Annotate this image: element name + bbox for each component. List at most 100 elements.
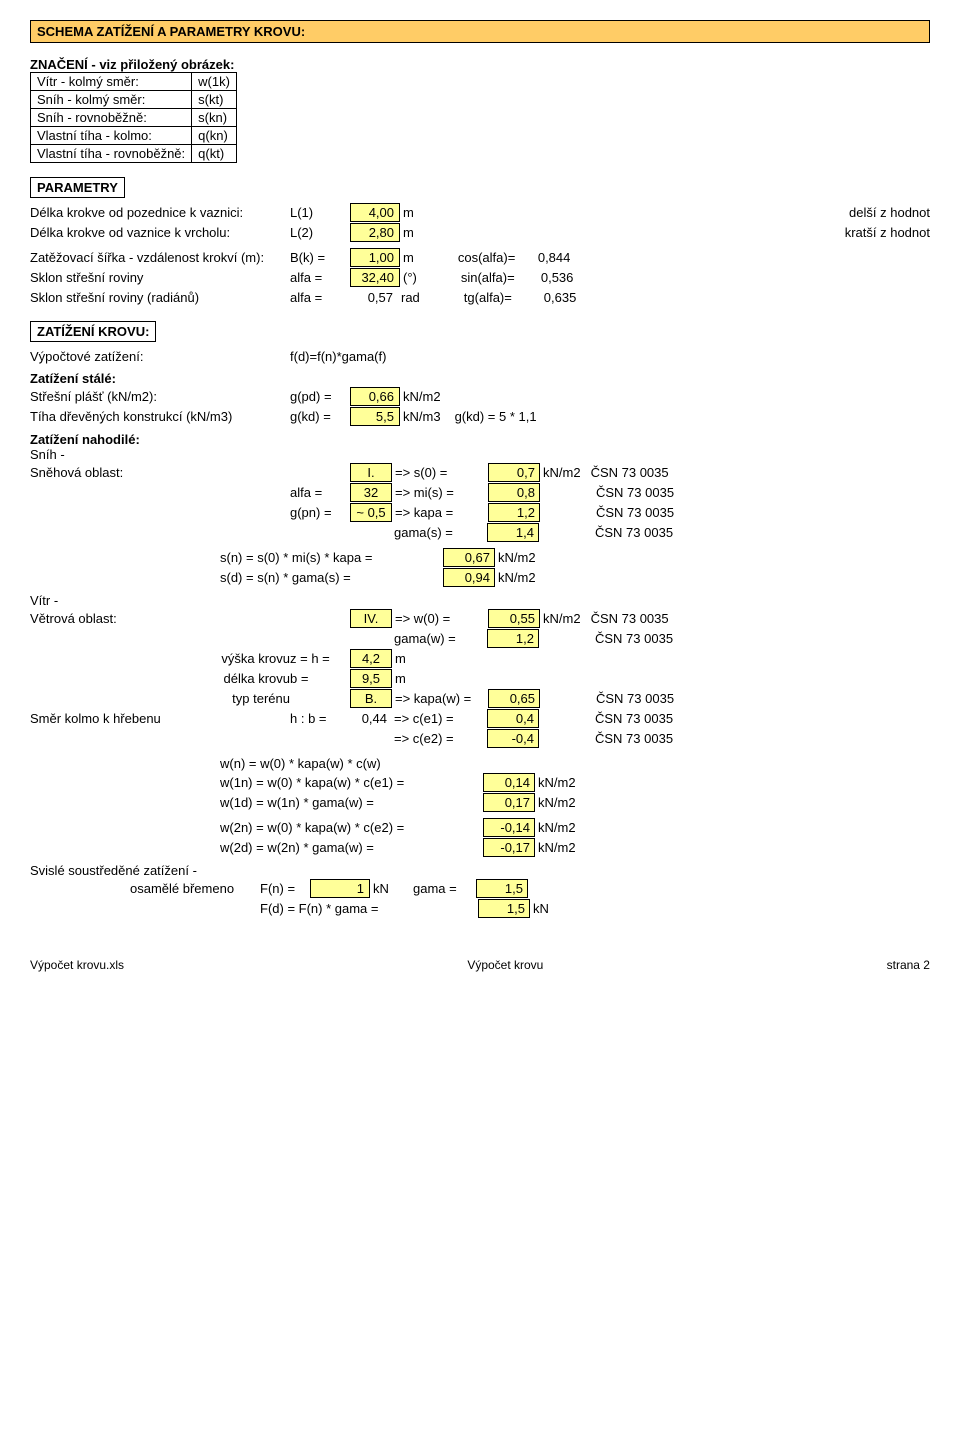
page-title: SCHEMA ZATÍŽENÍ A PARAMETRY KROVU: [30,20,930,43]
footer-center: Výpočet krovu [467,958,543,972]
sn-formula: s(n) = s(0) * mi(s) * kapa = [220,550,440,565]
snih-s0: => s(0) = [395,465,485,480]
param-sym: L(2) [290,225,350,240]
alfa-label: alfa = [290,485,350,500]
vitr-label: Vítr - [30,593,930,608]
vitr-row: typ terénu B. => kapa(w) = 0,65 ČSN 73 0… [30,689,930,708]
csn-ref: ČSN 73 0035 [595,731,673,746]
sn-row: s(n) = s(0) * mi(s) * kapa = 0,67 kN/m2 [30,548,930,567]
delka-label: délka krovu [170,671,290,686]
param-note: kratší z hodnot [845,225,930,240]
param-value[interactable]: 4,00 [350,203,400,222]
sd-unit: kN/m2 [498,570,536,585]
param-unit: m [403,205,414,220]
svisle-row: F(d) = F(n) * gama = 1,5 kN [30,899,930,918]
stale-val[interactable]: 5,5 [350,407,400,426]
vyska-label: výška krovu [170,651,290,666]
w0-val: 0,55 [488,609,540,628]
csn-ref: ČSN 73 0035 [591,465,669,480]
ce2-val: -0,4 [487,729,539,748]
w2n-val: -0,14 [483,818,535,837]
snih-zone[interactable]: I. [350,463,392,482]
stale-label: Střešní plášť (kN/m2): [30,389,290,404]
vitr-oblast: Větrová oblast: [30,611,290,626]
zatizeni-header: ZATÍŽENÍ KROVU: [30,321,156,342]
param-value[interactable]: 2,80 [350,223,400,242]
vitr-row: => c(e2) = -0,4 ČSN 73 0035 [30,729,930,748]
snih-s0u: kN/m2 [543,465,581,480]
znaceni-sym: q(kn) [192,127,237,145]
snih-row: alfa = 32 => mi(s) = 0,8 ČSN 73 0035 [30,483,930,502]
zat-val[interactable]: 1,00 [350,248,400,267]
nahodile-header: Zatížení nahodilé: [30,432,930,447]
w1d-unit: kN/m2 [538,795,576,810]
zat-sym: alfa = [290,270,350,285]
page-footer: Výpočet krovu.xls Výpočet krovu strana 2 [30,958,930,972]
znaceni-label: Vítr - kolmý směr: [31,73,192,91]
trig-val: 0,536 [541,270,574,285]
vitr-zone[interactable]: IV. [350,609,392,628]
zat-sym: B(k) = [290,250,350,265]
sd-formula: s(d) = s(n) * gama(s) = [220,570,440,585]
stale-val[interactable]: 0,66 [350,387,400,406]
b-unit: m [395,671,406,686]
zat-unit: rad [401,290,420,305]
zat-label: Sklon střešní roviny [30,270,290,285]
mis-label: => mi(s) = [395,485,485,500]
zat-row: Sklon střešní roviny alfa = 32,40 (°) si… [30,268,930,287]
w2d-row: w(2d) = w(2n) * gama(w) = -0,17 kN/m2 [30,838,930,857]
znaceni-label: Vlastní tíha - rovnoběžně: [31,145,192,163]
znaceni-sym: w(1k) [192,73,237,91]
fn-val[interactable]: 1 [310,879,370,898]
snih-row: Sněhová oblast: I. => s(0) = 0,7 kN/m2 Č… [30,463,930,482]
svisle-header: Svislé soustředěné zatížení - [30,863,930,878]
kapa-val: 1,2 [488,503,540,522]
zat-label: Zatěžovací šířka - vzdálenost krokví (m)… [30,250,290,265]
gpn-val: ~ 0,5 [350,503,392,522]
snih-oblast: Sněhová oblast: [30,465,290,480]
csn-ref: ČSN 73 0035 [595,525,673,540]
b-label: b = [290,671,350,686]
smer-label: Směr kolmo k hřebenu [30,711,290,726]
zat-unit: m [403,250,414,265]
w0-label: => w(0) = [395,611,485,626]
stale-unit: kN/m3 [403,409,441,424]
vypoct-label: Výpočtové zatížení: [30,349,290,364]
param-label: Délka krokve od vaznice k vrcholu: [30,225,290,240]
w1d-formula: w(1d) = w(1n) * gama(w) = [220,795,480,810]
znaceni-sym: s(kn) [192,109,237,127]
gamas-label: gama(s) = [394,525,484,540]
trig-val: 0,844 [538,250,571,265]
stale-note: g(kd) = 5 * 1,1 [455,409,537,424]
teren-val[interactable]: B. [350,689,392,708]
b-val[interactable]: 9,5 [350,669,392,688]
w2d-formula: w(2d) = w(2n) * gama(w) = [220,840,480,855]
zat-unit: (°) [403,270,417,285]
zat-val[interactable]: 32,40 [350,268,400,287]
sn-val: 0,67 [443,548,495,567]
fd-val: 1,5 [478,899,530,918]
wn-formula: w(n) = w(0) * kapa(w) * c(w) [220,756,480,771]
gama-label: gama = [413,881,473,896]
sd-val: 0,94 [443,568,495,587]
znaceni-label: Vlastní tíha - kolmo: [31,127,192,145]
wn-row: w(n) = w(0) * kapa(w) * c(w) [30,754,930,772]
stale-sym: g(kd) = [290,409,350,424]
zh-val[interactable]: 4,2 [350,649,392,668]
zat-sym: alfa = [290,290,350,305]
hb-label: h : b = [290,711,350,726]
gamaw-val: 1,2 [487,629,539,648]
svisle-row: osamělé břemeno F(n) = 1 kN gama = 1,5 [30,879,930,898]
csn-ref: ČSN 73 0035 [595,631,673,646]
trig-label: sin(alfa)= [461,270,541,285]
stale-sym: g(pd) = [290,389,350,404]
snih-row: g(pn) = ~ 0,5 => kapa = 1,2 ČSN 73 0035 [30,503,930,522]
znaceni-sym: q(kt) [192,145,237,163]
zh-label: z = h = [290,651,350,666]
w2d-val: -0,17 [483,838,535,857]
fd-formula: F(d) = F(n) * gama = [260,901,415,916]
w2d-unit: kN/m2 [538,840,576,855]
w2n-unit: kN/m2 [538,820,576,835]
sd-row: s(d) = s(n) * gama(s) = 0,94 kN/m2 [30,568,930,587]
znaceni-label: Sníh - kolmý směr: [31,91,192,109]
